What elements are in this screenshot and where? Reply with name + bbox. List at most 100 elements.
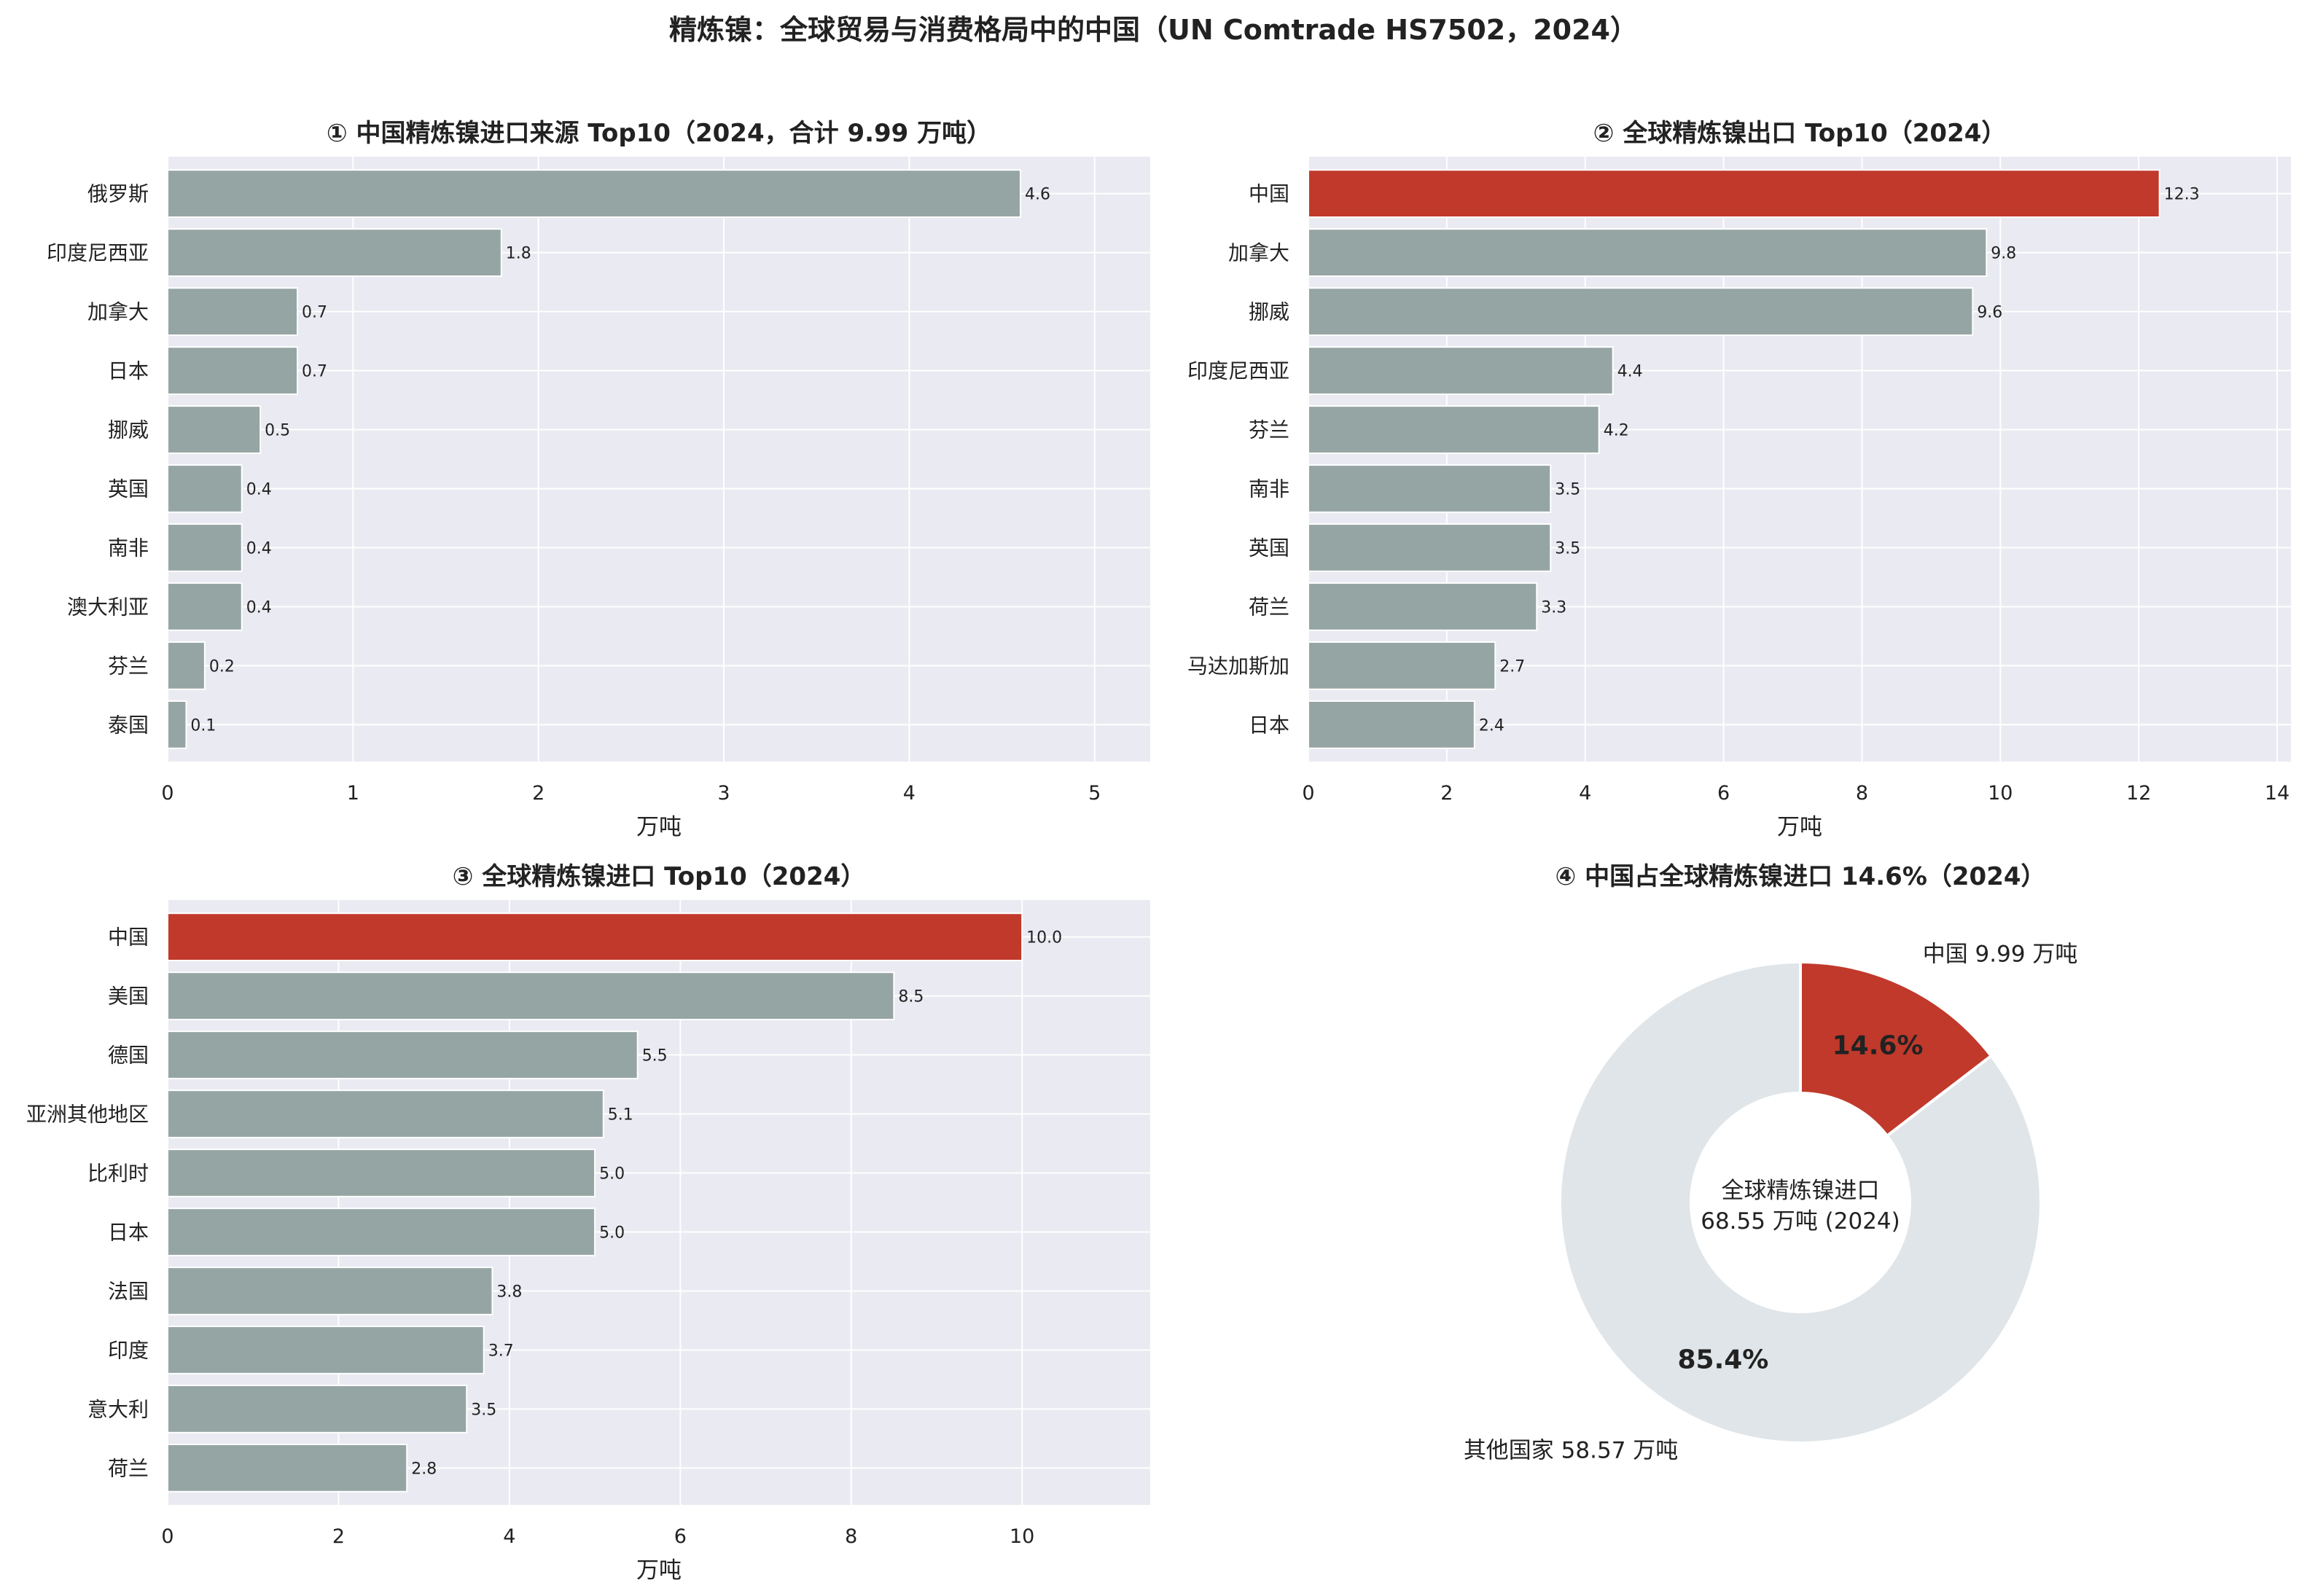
category-label: 比利时 [87,1162,149,1186]
panel-title: ① 中国精炼镍进口来源 Top10（2024，合计 9.99 万吨） [327,119,991,148]
category-label: 日本 [1249,713,1289,737]
x-tick-label: 2 [1440,782,1453,805]
category-label: 法国 [108,1279,149,1303]
value-label: 5.0 [599,1165,625,1184]
value-label: 0.4 [246,480,272,498]
value-label: 5.5 [642,1047,668,1065]
x-tick-label: 2 [532,782,544,805]
x-axis-label: 万吨 [636,1557,682,1584]
x-tick-label: 10 [1988,782,2013,805]
x-tick-label: 6 [1717,782,1730,805]
bar-芬兰 [1308,405,1600,454]
bar-亚洲其他地区 [167,1090,604,1138]
value-label: 0.4 [246,539,272,558]
bar-英国 [167,464,243,513]
panel-title: ③ 全球精炼镍进口 Top10（2024） [453,862,866,891]
category-label: 泰国 [108,713,149,737]
x-tick-label: 12 [2126,782,2151,805]
bar-比利时 [167,1149,596,1197]
value-label: 5.0 [599,1224,625,1242]
bar-法国 [167,1267,493,1315]
bar-印度尼西亚 [1308,346,1614,395]
value-label: 3.3 [1541,598,1566,617]
x-tick-label: 0 [161,1525,173,1548]
bar-印度 [167,1326,485,1374]
bar-日本 [167,346,299,395]
bar-俄罗斯 [167,169,1021,218]
category-label: 意大利 [87,1397,149,1421]
bar-荷兰 [1308,582,1538,631]
donut-slice-1 [1558,960,2042,1444]
bar-英国 [1308,523,1552,572]
category-label: 澳大利亚 [67,595,149,619]
slice-label: 其他国家 58.57 万吨 [1464,1437,1678,1463]
category-label: 南非 [1249,477,1289,501]
bar-荷兰 [167,1444,408,1493]
value-label: 0.7 [302,363,327,381]
category-label: 英国 [1249,536,1289,560]
category-label: 亚洲其他地区 [26,1103,149,1127]
category-label: 芬兰 [1249,418,1289,442]
category-label: 中国 [108,926,149,950]
value-label: 3.5 [1555,480,1580,498]
main-title: 精炼镍：全球贸易与消费格局中的中国（UN Comtrade HS7502，202… [669,14,1638,46]
value-label: 2.4 [1479,716,1504,735]
value-label: 2.8 [411,1460,437,1478]
x-tick-label: 6 [674,1525,687,1548]
x-tick-label: 4 [1579,782,1591,805]
slice-percent-label: 85.4% [1677,1345,1768,1374]
value-label: 0.2 [209,657,235,676]
bar-意大利 [167,1385,468,1433]
value-label: 4.2 [1604,422,1629,440]
value-label: 0.4 [246,598,272,617]
bar-泰国 [167,700,187,749]
bar-中国 [167,912,1023,961]
bar-美国 [167,971,895,1020]
category-label: 挪威 [1249,300,1289,324]
value-label: 10.0 [1026,929,1062,947]
category-label: 加拿大 [1228,241,1289,265]
x-tick-label: 2 [332,1525,345,1548]
bar-南非 [1308,464,1552,513]
value-label: 2.7 [1499,657,1525,676]
category-label: 马达加斯加 [1187,654,1289,678]
slice-percent-label: 14.6% [1832,1031,1924,1061]
category-label: 印度 [108,1338,149,1362]
value-label: 3.8 [496,1283,522,1301]
x-tick-label: 5 [1088,782,1101,805]
slice-label: 中国 9.99 万吨 [1923,942,2078,968]
bar-加拿大 [167,287,299,336]
category-label: 南非 [108,536,149,560]
value-label: 3.7 [488,1342,514,1360]
value-label: 0.5 [265,422,290,440]
category-label: 日本 [108,1220,149,1244]
value-label: 12.3 [2164,186,2200,204]
category-label: 加拿大 [87,300,149,324]
chart-panel-china-import-sources: ① 中国精炼镍进口来源 Top10（2024，合计 9.99 万吨） 0 1 2 3 4 5… [47,119,1150,840]
value-label: 0.1 [190,716,216,735]
donut-center-text: 全球精炼镍进口 [1722,1178,1880,1204]
bar-芬兰 [167,641,206,690]
x-tick-label: 3 [717,782,730,805]
panel-title: ② 全球精炼镍出口 Top10（2024） [1593,119,2007,148]
bar-中国 [1308,169,2160,218]
x-tick-label: 10 [1010,1525,1034,1548]
x-axis-label: 万吨 [1777,814,1822,840]
value-label: 0.7 [302,304,327,322]
category-label: 荷兰 [1249,595,1289,619]
chart-panel-global-imports: ③ 全球精炼镍进口 Top10（2024） 0 2 4 6 8 10 中国 10.0 美国 8.5 德… [26,862,1150,1584]
x-tick-label: 0 [161,782,173,805]
category-label: 德国 [108,1044,149,1068]
bar-挪威 [167,405,262,454]
x-tick-label: 1 [347,782,359,805]
x-tick-label: 0 [1302,782,1314,805]
category-label: 俄罗斯 [87,182,149,206]
value-label: 4.4 [1617,363,1643,381]
bar-挪威 [1308,287,1974,336]
x-axis-label: 万吨 [636,814,682,840]
bar-印度尼西亚 [167,228,502,277]
category-label: 荷兰 [108,1456,149,1480]
value-label: 9.8 [1991,245,2016,263]
panel-title: ④ 中国占全球精炼镍进口 14.6%（2024） [1555,862,2045,891]
chart-panel-china-share-donut: ④ 中国占全球精炼镍进口 14.6%（2024） 14.6% 中国 9.99 万吨 8… [1464,862,2078,1463]
